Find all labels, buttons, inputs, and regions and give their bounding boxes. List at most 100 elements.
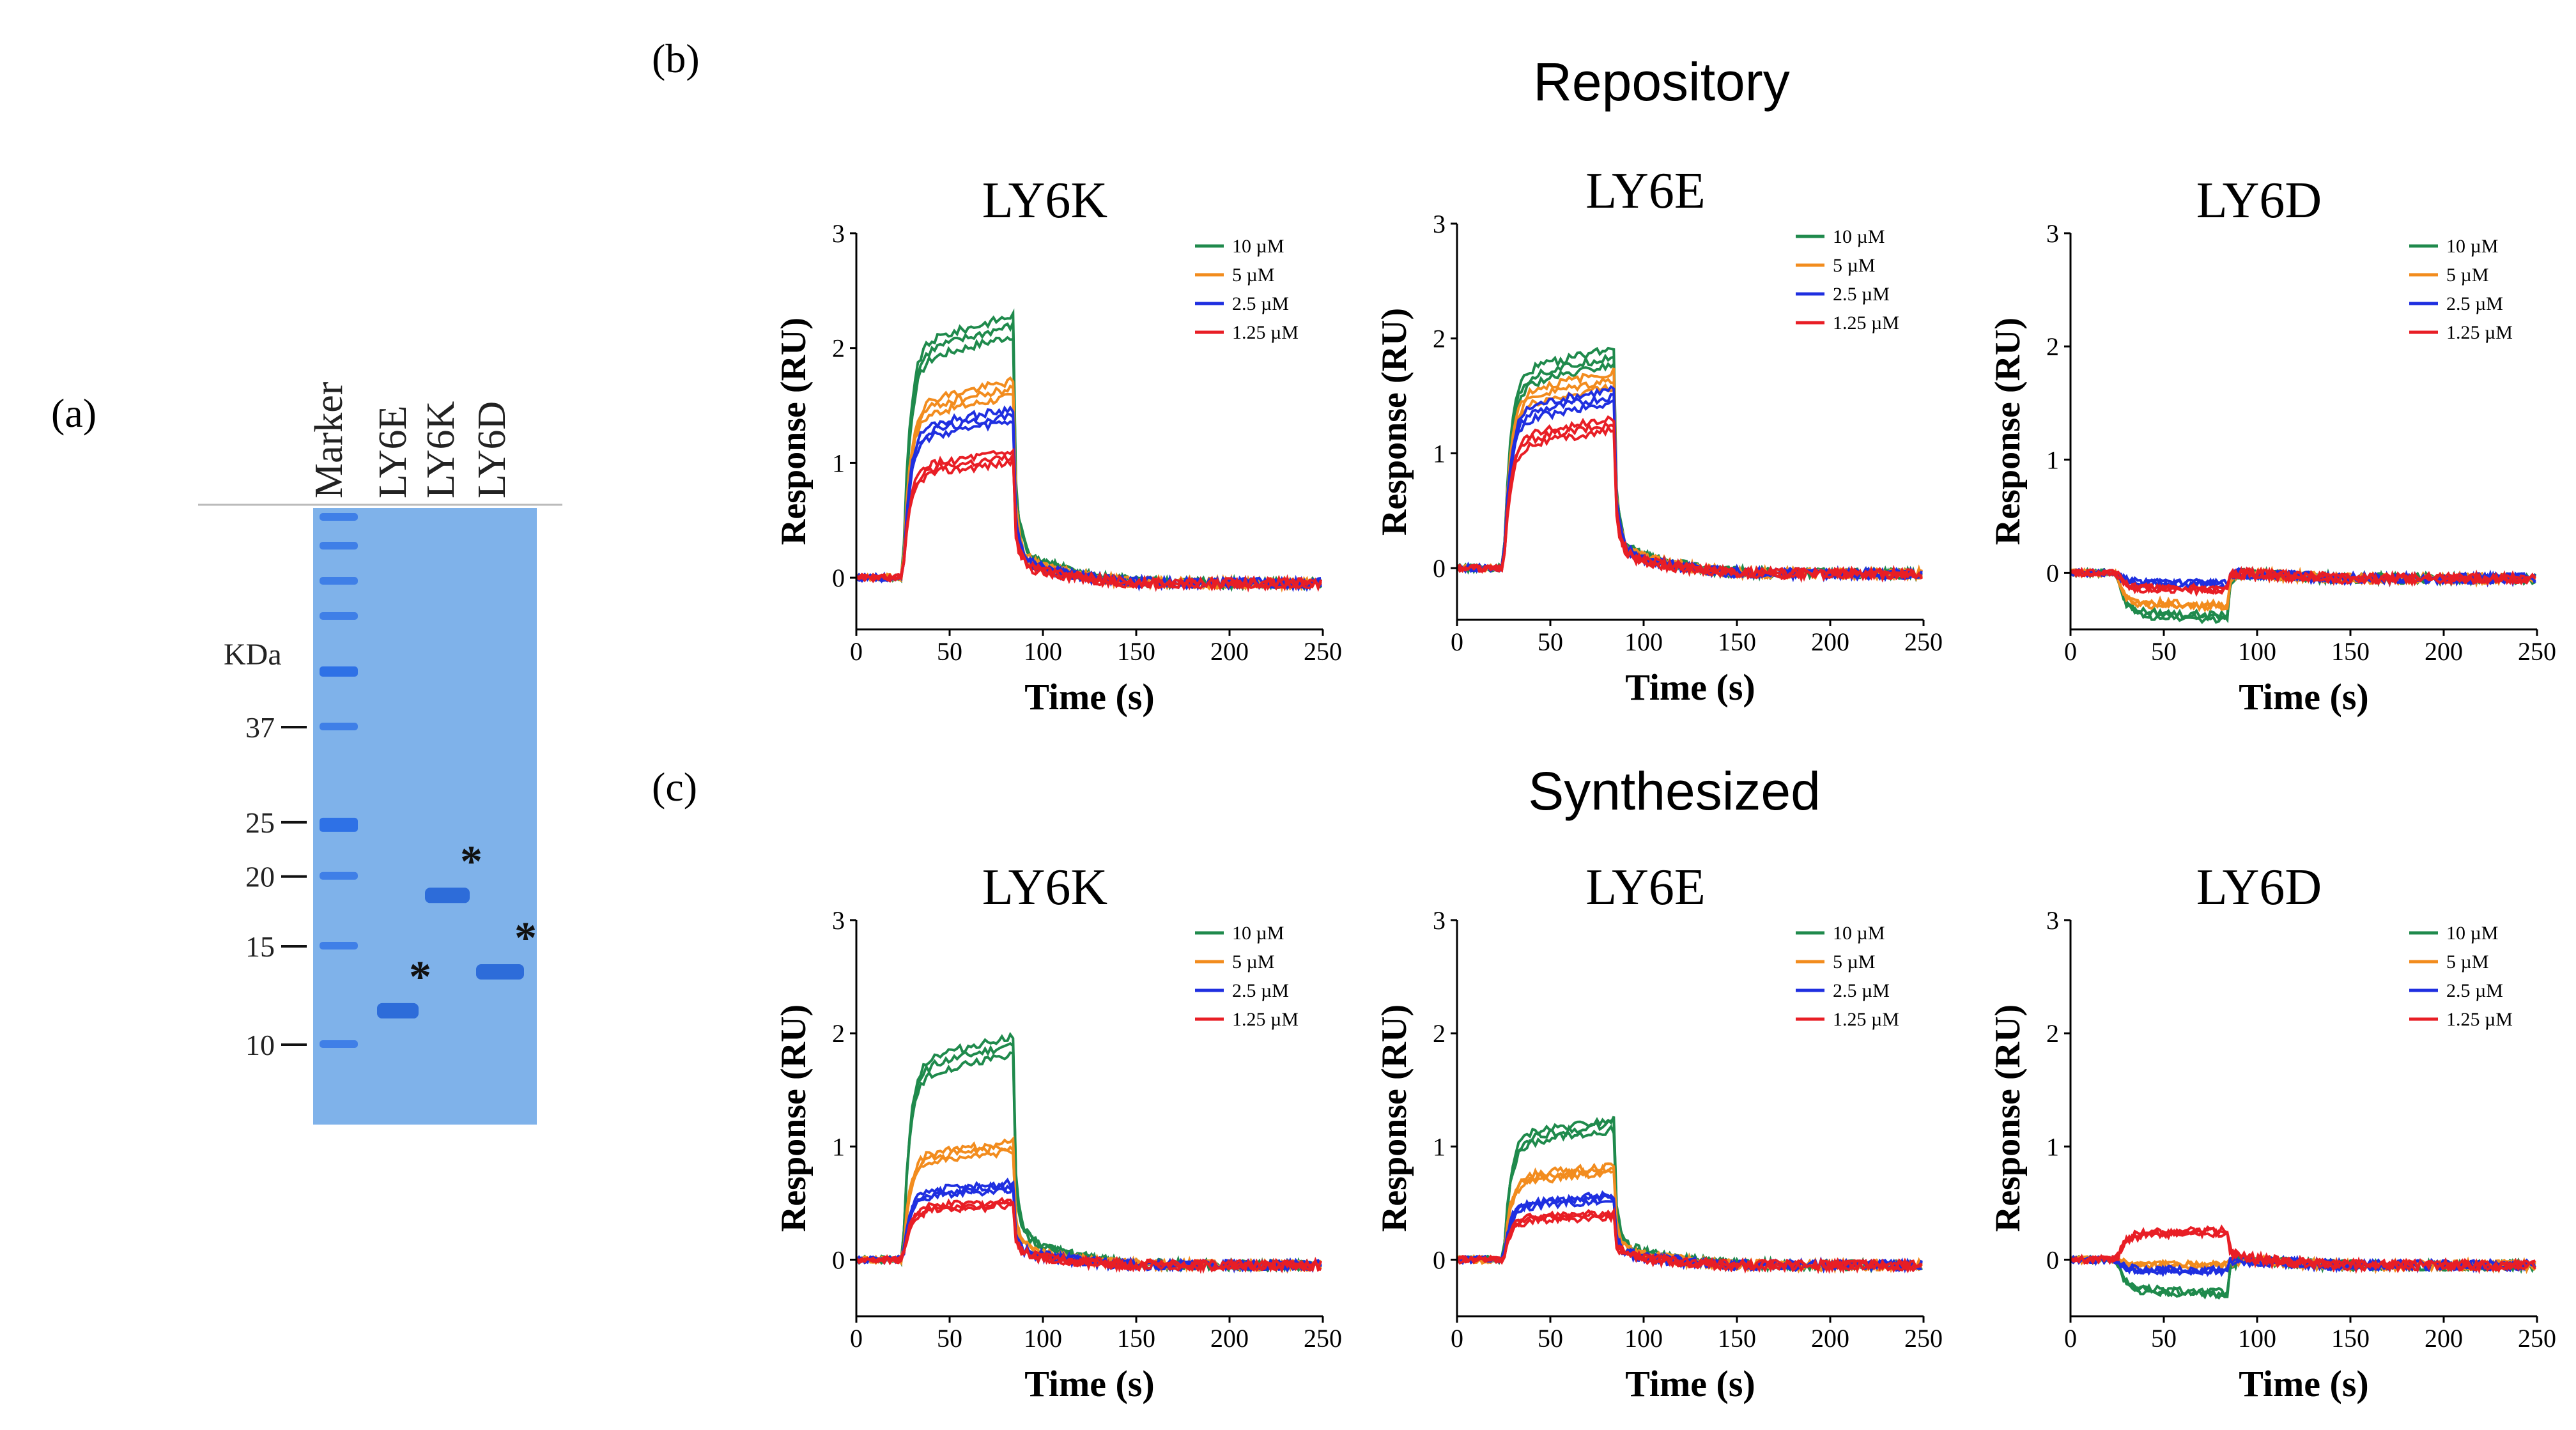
protein-band	[425, 888, 470, 903]
series-line-4	[856, 447, 1322, 593]
series-line-3	[856, 1178, 1322, 1273]
series-line-4	[856, 1197, 1322, 1274]
y-tick-label: 3	[1433, 906, 1446, 935]
x-tick-label: 250	[1904, 627, 1943, 656]
series-line-4	[1457, 424, 1923, 582]
x-tick-label: 250	[2518, 637, 2556, 666]
x-tick-label: 100	[1624, 627, 1663, 656]
chart-title: LY6D	[2196, 173, 2322, 229]
y-tick-label: 3	[832, 906, 845, 935]
y-tick-label: 0	[1433, 1245, 1446, 1274]
gel-lane-label: LY6E	[371, 406, 415, 498]
marker-ladder-band	[320, 723, 358, 730]
x-tick-label: 100	[1624, 1324, 1663, 1353]
series-line-1	[856, 1051, 1322, 1273]
y-axis-label: Response (RU)	[774, 1004, 814, 1232]
mw-label: 20	[245, 861, 275, 893]
marker-ladder-band	[320, 817, 358, 832]
legend-label: 2.5 µM	[2446, 293, 2503, 314]
x-axis-label: Time (s)	[1625, 1363, 1755, 1404]
chart-title: LY6K	[982, 859, 1107, 916]
series-line-1	[1457, 346, 1922, 581]
x-axis-label: Time (s)	[2239, 676, 2369, 718]
x-tick-label: 200	[2425, 637, 2463, 666]
marker-ladder-band	[320, 941, 358, 949]
series-line-3	[856, 420, 1322, 591]
band-asterisk: *	[409, 953, 431, 1002]
series-line-2	[856, 384, 1322, 592]
legend-label: 10 µM	[1232, 923, 1284, 944]
y-tick-label: 0	[1433, 554, 1446, 583]
x-tick-label: 200	[1811, 1324, 1849, 1353]
series-line-2	[856, 393, 1322, 592]
gel-unit-label: KDa	[224, 638, 282, 672]
chart-title: LY6D	[2196, 859, 2322, 916]
x-tick-label: 200	[1811, 627, 1849, 656]
chart-title: LY6K	[982, 173, 1107, 229]
series-group	[856, 308, 1322, 593]
protein-band	[476, 964, 524, 980]
y-tick-label: 3	[2046, 219, 2059, 248]
chart-synthesized-ly6d: LY6D 0 1 2 3 0 50 100 150 200 250 Time (s) Response …	[1988, 859, 2556, 1404]
y-tick-label: 0	[832, 564, 845, 592]
series-line-4	[1457, 1207, 1923, 1273]
chart-repository-ly6d: LY6D 0 1 2 3 0 50 100 150 200 250 Time (s) Response …	[1988, 173, 2556, 718]
legend-label: 2.5 µM	[1833, 284, 1890, 305]
x-tick-label: 0	[850, 637, 863, 666]
panel-label-a: (a)	[51, 390, 97, 436]
series-line-4	[1457, 415, 1922, 583]
series-line-3	[1457, 392, 1923, 581]
legend-label: 1.25 µM	[1232, 1009, 1299, 1030]
y-tick-label: 2	[1433, 325, 1446, 353]
legend-label: 2.5 µM	[1232, 980, 1289, 1001]
series-group	[2071, 565, 2537, 624]
y-tick-label: 0	[2046, 558, 2059, 587]
legend-label: 5 µM	[1833, 255, 1875, 276]
x-tick-label: 50	[1538, 627, 1563, 656]
legend-label: 10 µM	[2446, 923, 2498, 944]
series-line-1	[856, 335, 1322, 592]
section-title-repository: Repository	[1533, 52, 1790, 112]
marker-ladder-band	[320, 542, 358, 550]
legend-label: 1.25 µM	[1232, 322, 1299, 343]
legend-label: 10 µM	[1833, 923, 1885, 944]
y-tick-label: 2	[832, 334, 845, 363]
x-tick-label: 0	[1451, 1324, 1463, 1353]
chart-title: LY6E	[1585, 163, 1706, 219]
gel-lane-label: LY6D	[470, 401, 514, 498]
x-tick-label: 100	[2238, 637, 2276, 666]
series-line-2	[1457, 367, 1923, 582]
marker-ladder-band	[320, 666, 358, 677]
protein-band	[377, 1003, 419, 1019]
x-tick-label: 100	[1024, 1324, 1062, 1353]
legend-label: 10 µM	[1833, 226, 1885, 247]
y-axis-label: Response (RU)	[1988, 1004, 2028, 1232]
x-tick-label: 50	[2151, 637, 2177, 666]
mw-label: 15	[245, 930, 275, 963]
y-tick-label: 1	[2046, 445, 2059, 474]
legend-label: 1.25 µM	[1833, 312, 1899, 334]
x-tick-label: 200	[2425, 1324, 2463, 1353]
panel-label-b: (b)	[652, 36, 700, 81]
sds-page-gel: Marker LY6E LY6K LY6D KDa 37 25 20 15 10 * * *	[192, 381, 562, 1125]
panel-label-c: (c)	[652, 764, 698, 810]
x-tick-label: 0	[2064, 637, 2077, 666]
chart-title: LY6E	[1585, 859, 1706, 916]
marker-ladder-band	[320, 612, 358, 620]
marker-ladder-band	[320, 1040, 358, 1048]
y-tick-label: 1	[832, 449, 845, 477]
series-line-4	[2071, 565, 2536, 595]
mw-label: 25	[245, 806, 275, 839]
marker-ladder-band	[320, 513, 358, 521]
x-tick-label: 150	[1718, 1324, 1756, 1353]
x-tick-label: 150	[1718, 627, 1756, 656]
y-axis-label: Response (RU)	[1375, 1004, 1414, 1232]
x-axis-label: Time (s)	[1024, 676, 1155, 718]
x-tick-label: 150	[1117, 1324, 1155, 1353]
gel-lane-label: LY6K	[419, 401, 463, 498]
y-tick-label: 3	[2046, 906, 2059, 935]
marker-ladder-band	[320, 577, 358, 585]
series-group	[1457, 1116, 1923, 1274]
x-tick-label: 50	[937, 1324, 962, 1353]
series-group	[1457, 346, 1924, 583]
